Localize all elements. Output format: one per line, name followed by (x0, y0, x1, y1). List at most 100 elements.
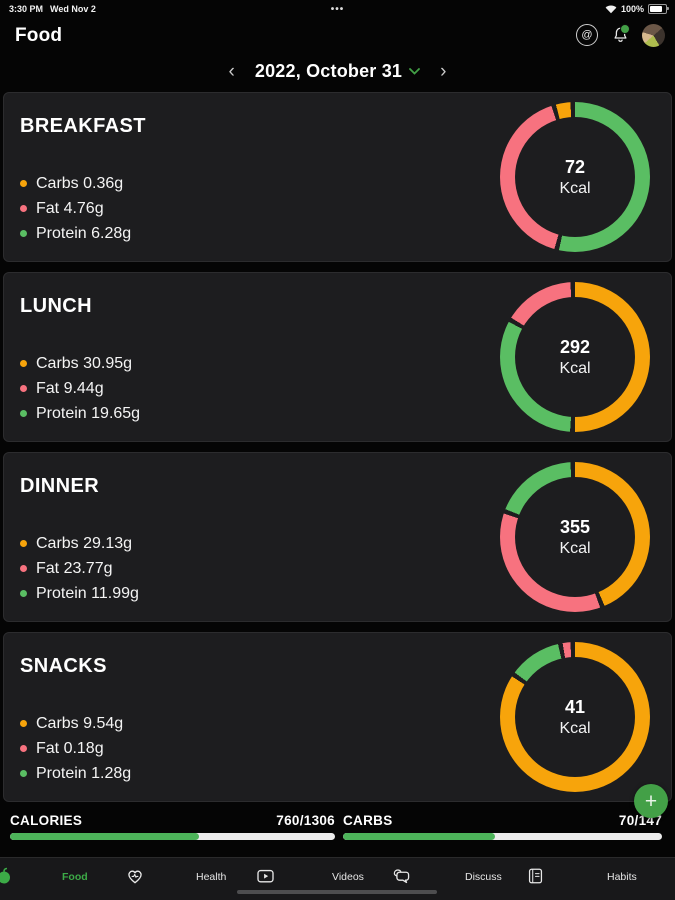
macro-dot (20, 230, 27, 237)
battery-percent: 100% (620, 4, 644, 14)
macro-dot (20, 590, 27, 597)
notification-badge (620, 24, 630, 34)
macro-row: Carbs 29.13g (20, 531, 139, 556)
macro-row: Carbs 9.54g (20, 711, 131, 736)
macro-text: Fat 23.77g (36, 559, 113, 577)
calories-progress-bar (10, 833, 335, 840)
kcal-unit: Kcal (559, 539, 591, 557)
meal-title: DINNER (20, 475, 100, 497)
meal-card[interactable]: LUNCH Carbs 30.95g Fat 9.44g Protein 19.… (3, 272, 672, 442)
macro-dot (20, 745, 27, 752)
page-title: Food (15, 25, 63, 46)
macro-row: Carbs 30.95g (20, 351, 140, 376)
macro-text: Carbs 0.36g (36, 174, 124, 192)
meal-title: BREAKFAST (20, 115, 146, 137)
date-label: 2022, October 31 (254, 60, 403, 81)
app-header: Food @ (0, 20, 675, 54)
status-bar: 3:30 PM Wed Nov 2 ••• 100% (0, 0, 675, 18)
macro-row: Carbs 0.36g (20, 171, 131, 196)
journal-icon[interactable] (524, 865, 546, 887)
macro-donut: 41 Kcal (500, 642, 650, 792)
heart-icon[interactable] (124, 865, 146, 887)
add-food-button[interactable]: + (634, 784, 668, 818)
tab-health[interactable]: Health (196, 871, 227, 883)
status-date: Wed Nov 2 (50, 4, 96, 14)
kcal-value: 72 (564, 156, 586, 177)
macro-text: Carbs 30.95g (36, 354, 133, 372)
tab-food[interactable]: Food (62, 871, 88, 883)
macro-dot (20, 720, 27, 727)
tab-videos[interactable]: Videos (332, 871, 364, 883)
macro-dot (20, 385, 27, 392)
meal-title: LUNCH (20, 295, 92, 317)
calories-value: 760/1306 (276, 813, 335, 828)
meal-card[interactable]: BREAKFAST Carbs 0.36g Fat 4.76g Protein … (3, 92, 672, 262)
macro-text: Protein 1.28g (36, 764, 132, 782)
video-icon[interactable] (254, 865, 276, 887)
macro-donut: 355 Kcal (500, 462, 650, 612)
kcal-value: 292 (559, 336, 591, 357)
meal-cards: BREAKFAST Carbs 0.36g Fat 4.76g Protein … (3, 92, 672, 812)
carbs-label: CARBS (343, 813, 393, 828)
next-day-button[interactable]: › (440, 60, 447, 82)
tab-bar: Food Health Videos Discuss Habits (0, 857, 675, 900)
macro-row: Protein 19.65g (20, 401, 140, 426)
macro-text: Carbs 29.13g (36, 534, 133, 552)
food-icon[interactable] (0, 865, 15, 887)
prev-day-button[interactable]: ‹ (228, 60, 235, 82)
kcal-unit: Kcal (559, 719, 591, 737)
tab-discuss[interactable]: Discuss (465, 871, 502, 883)
macro-row: Fat 9.44g (20, 376, 140, 401)
macro-row: Protein 6.28g (20, 221, 131, 246)
macro-dot (20, 410, 27, 417)
macro-legend: Carbs 0.36g Fat 4.76g Protein 6.28g (20, 171, 131, 246)
macro-dot (20, 360, 27, 367)
macro-legend: Carbs 9.54g Fat 0.18g Protein 1.28g (20, 711, 131, 786)
macro-row: Fat 0.18g (20, 736, 131, 761)
kcal-unit: Kcal (559, 359, 591, 377)
macro-row: Protein 1.28g (20, 761, 131, 786)
kcal-value: 355 (559, 516, 591, 537)
macro-legend: Carbs 29.13g Fat 23.77g Protein 11.99g (20, 531, 139, 606)
macro-text: Carbs 9.54g (36, 714, 124, 732)
macro-dot (20, 540, 27, 547)
macro-dot (20, 565, 27, 572)
macro-text: Fat 4.76g (36, 199, 104, 217)
carbs-progress-bar (343, 833, 662, 840)
status-time: 3:30 PM (9, 4, 44, 14)
progress-fill (10, 833, 200, 840)
meal-card[interactable]: SNACKS Carbs 9.54g Fat 0.18g Protein 1.2… (3, 632, 672, 802)
macro-dot (20, 205, 27, 212)
macro-text: Fat 9.44g (36, 379, 104, 397)
home-indicator[interactable] (237, 890, 437, 894)
macro-text: Protein 11.99g (36, 584, 139, 602)
macro-donut: 72 Kcal (500, 102, 650, 252)
macro-donut: 292 Kcal (500, 282, 650, 432)
macro-row: Fat 23.77g (20, 556, 139, 581)
meal-card[interactable]: DINNER Carbs 29.13g Fat 23.77g Protein 1… (3, 452, 672, 622)
avatar[interactable] (642, 23, 665, 47)
chat-icon[interactable] (390, 865, 412, 887)
at-badge-icon[interactable]: @ (576, 24, 598, 46)
macro-legend: Carbs 30.95g Fat 9.44g Protein 19.65g (20, 351, 140, 426)
notifications-bell-icon[interactable] (609, 23, 631, 47)
macro-text: Fat 0.18g (36, 739, 104, 757)
meal-title: SNACKS (20, 655, 107, 677)
macro-row: Fat 4.76g (20, 196, 131, 221)
progress-fill (343, 833, 495, 840)
kcal-value: 41 (564, 696, 586, 717)
calories-label: CALORIES (10, 813, 83, 828)
macro-row: Protein 11.99g (20, 581, 139, 606)
macro-dot (20, 770, 27, 777)
macro-text: Protein 6.28g (36, 224, 132, 242)
macro-dot (20, 180, 27, 187)
plus-icon: + (644, 789, 658, 813)
kcal-unit: Kcal (559, 179, 591, 197)
multitask-dots-icon: ••• (330, 3, 345, 15)
tab-habits[interactable]: Habits (607, 871, 637, 883)
date-picker[interactable]: 2022, October 31 (254, 60, 421, 82)
date-navigation: ‹ 2022, October 31 › (0, 56, 675, 86)
chevron-down-icon (409, 67, 421, 75)
wifi-icon (605, 4, 617, 14)
